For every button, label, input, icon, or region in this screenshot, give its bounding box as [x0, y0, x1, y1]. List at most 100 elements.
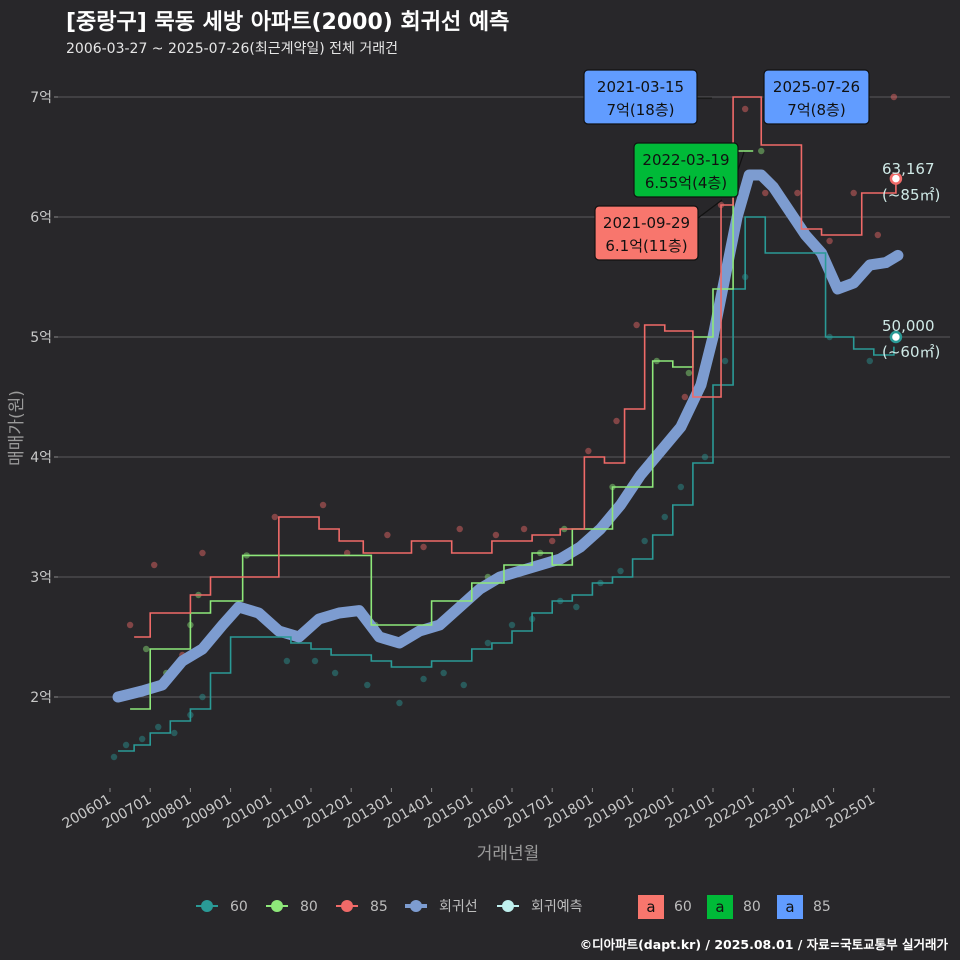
legend-label: 85 — [370, 899, 388, 915]
scatter-point-60 — [866, 357, 873, 365]
legend-point-swatch — [341, 900, 353, 912]
scatter-point-85 — [492, 531, 500, 539]
callout-box — [583, 69, 698, 125]
scatter-point-85 — [456, 525, 463, 533]
callout-price: 7억(8층) — [787, 101, 845, 119]
callout-layer: 63,167 (~85㎡) 50,000 (~60㎡) 2021-03-15 7억(18층… — [583, 69, 940, 361]
legend-label: 회귀예측 — [531, 899, 583, 915]
scatter-point-85 — [319, 501, 327, 509]
scatter-point-60 — [155, 723, 162, 731]
scatter-point-60 — [331, 669, 339, 677]
legend-box-label: 60 — [674, 899, 692, 915]
scatter-point-60 — [283, 657, 291, 665]
scatter-point-60 — [171, 729, 178, 737]
legend-point-swatch — [502, 900, 514, 912]
point-layer — [110, 93, 898, 761]
end-label-value: 50,000 — [882, 317, 935, 335]
callout-price: 6.1억(11층) — [605, 237, 687, 255]
scatter-point-85 — [549, 537, 556, 545]
y-tick-label: 3억 — [30, 570, 52, 586]
scatter-point-60 — [617, 567, 624, 575]
end-label-value: 63,167 — [882, 160, 935, 178]
grid-layer — [58, 96, 950, 698]
y-tick-label: 4억 — [30, 450, 52, 466]
scatter-point-60 — [110, 753, 118, 761]
chart-title: [중랑구] 묵동 세방 아파트(2000) 회귀선 예측 — [66, 10, 510, 35]
scatter-point-60 — [484, 639, 492, 647]
end-label-area: (~60㎡) — [882, 343, 940, 361]
scatter-point-85 — [199, 549, 206, 557]
callout-leader — [737, 151, 745, 171]
scatter-point-60 — [396, 699, 403, 707]
scatter-point-85 — [681, 393, 689, 401]
series-line-60 — [118, 216, 895, 752]
scatter-point-60 — [138, 735, 146, 743]
callout-box — [633, 142, 739, 198]
y-tick-label: 5억 — [30, 330, 52, 346]
scatter-point-85 — [126, 621, 134, 629]
y-tick-label: 2억 — [30, 690, 52, 706]
scatter-point-60 — [573, 603, 580, 611]
scatter-point-85 — [874, 231, 882, 239]
scatter-point-85 — [633, 321, 640, 329]
callout-date: 2025-07-26 — [773, 78, 860, 96]
forecast-marker-85 — [889, 172, 903, 185]
forecast-marker-60 — [889, 330, 903, 344]
callout-price: 6.55억(4층) — [645, 174, 727, 192]
scatter-point-85 — [585, 447, 592, 455]
legend-point-swatch — [201, 900, 213, 912]
callout-leader — [697, 199, 723, 219]
scatter-point-60 — [311, 657, 319, 665]
chart-subtitle: 2006-03-27 ~ 2025-07-26(최근계약일) 전체 거래건 — [66, 41, 398, 57]
series-line-85 — [134, 96, 897, 638]
scatter-point-85 — [343, 549, 351, 557]
callout-date: 2021-03-15 — [597, 78, 684, 96]
scatter-point-60 — [701, 453, 709, 461]
scatter-point-60 — [122, 741, 130, 749]
source-caption: ©디아파트(dapt.kr) / 2025.08.01 / 자료=국토교통부 실… — [579, 937, 948, 952]
line-layer — [112, 96, 904, 752]
callout-price: 7억(18층) — [607, 101, 675, 119]
scatter-point-85 — [794, 189, 801, 197]
legend-box-label: 85 — [813, 899, 831, 915]
x-axis-title: 거래년월 — [477, 844, 540, 864]
callout-box — [594, 205, 699, 261]
scatter-point-60 — [199, 693, 206, 701]
scatter-point-85 — [271, 513, 279, 521]
end-label-area: (~85㎡) — [882, 186, 940, 204]
regression-line — [112, 169, 904, 703]
legend-label: 60 — [230, 899, 248, 915]
legend-box-glyph: a — [715, 898, 724, 916]
scatter-point-80 — [142, 645, 150, 653]
scatter-point-60 — [508, 621, 516, 629]
scatter-point-80 — [685, 369, 693, 377]
callout-box — [763, 69, 870, 125]
legend-box-swatch — [638, 895, 664, 919]
scatter-point-60 — [661, 513, 668, 521]
scatter-point-80 — [758, 147, 765, 155]
scatter-point-60 — [420, 675, 427, 683]
scatter-point-85 — [613, 417, 620, 425]
scatter-point-60 — [440, 669, 447, 677]
scatter-point-60 — [364, 681, 371, 689]
scatter-point-60 — [721, 357, 729, 365]
legend-box-glyph: a — [785, 898, 794, 916]
scatter-point-60 — [460, 681, 467, 689]
legend-box-label: 80 — [743, 899, 761, 915]
scatter-point-85 — [890, 93, 898, 101]
scatter-point-60 — [641, 537, 648, 545]
legend-label: 80 — [300, 899, 318, 915]
legend-point-swatch — [271, 900, 283, 912]
scatter-point-85 — [420, 543, 427, 551]
legend-point-swatch — [410, 900, 422, 912]
y-tick-label: 6억 — [30, 210, 52, 226]
scatter-point-85 — [762, 189, 769, 197]
scatter-point-85 — [850, 189, 857, 197]
callout-date: 2021-09-29 — [603, 214, 690, 232]
scatter-point-85 — [741, 105, 749, 113]
scatter-point-85 — [520, 525, 528, 533]
scatter-point-85 — [384, 531, 391, 539]
legend-box-swatch — [707, 895, 733, 919]
legend-box-glyph: a — [646, 898, 655, 916]
